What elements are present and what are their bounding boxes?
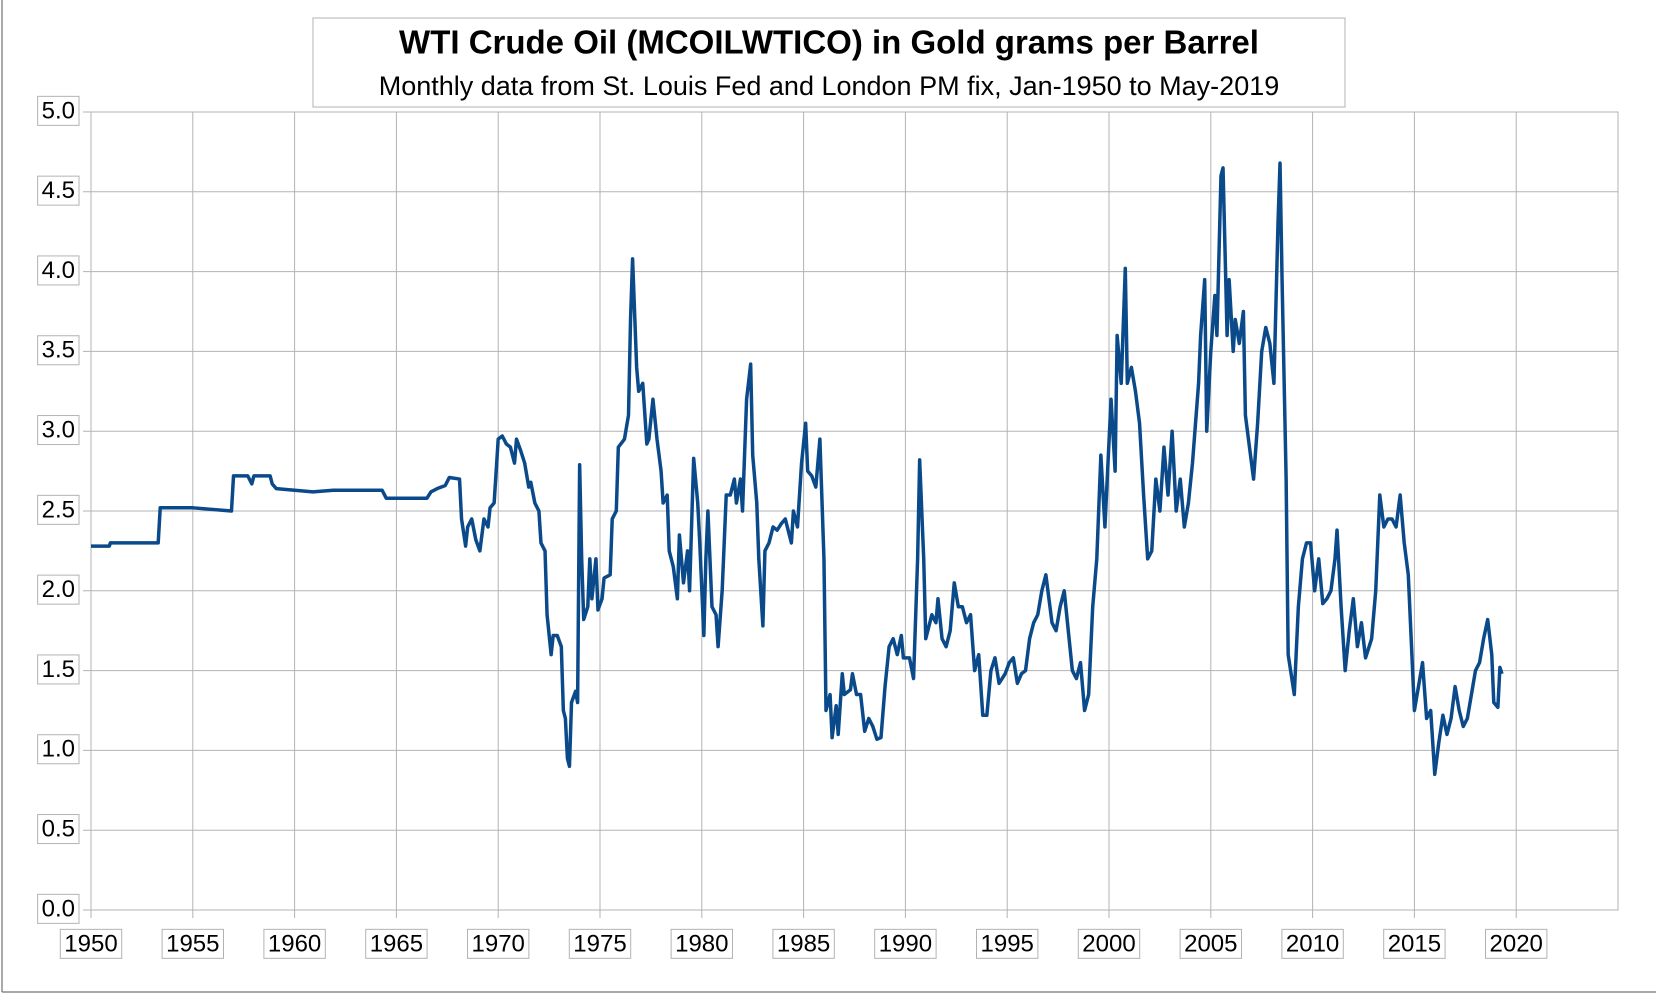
tick-label-box (670, 928, 733, 959)
x-tick-label: 2015 (1388, 930, 1441, 957)
tick-label-box (161, 928, 224, 959)
x-tick-label: 1995 (981, 930, 1034, 957)
tick-label-box (263, 928, 326, 959)
y-tick-label: 1.5 (42, 656, 75, 683)
tick-label-box (976, 928, 1039, 959)
y-tick-label: 4.0 (42, 257, 75, 284)
x-tick-label: 2005 (1184, 930, 1237, 957)
grid-layer (83, 111, 1619, 918)
x-tick-label: 1985 (777, 930, 830, 957)
x-tick-label: 1980 (675, 930, 728, 957)
tick-label-box (37, 893, 80, 924)
tick-label-box (37, 95, 80, 126)
y-tick-label: 5.0 (42, 97, 75, 124)
y-tick-label: 2.5 (42, 496, 75, 523)
y-tick-label: 0.0 (42, 895, 75, 922)
tick-label-box (37, 814, 80, 845)
y-tick-label: 0.5 (42, 816, 75, 843)
tick-label-box (37, 654, 80, 685)
x-tick-label: 2000 (1082, 930, 1135, 957)
y-tick-label: 1.0 (42, 736, 75, 763)
tick-label-box (37, 734, 80, 765)
tick-label-box (1383, 928, 1446, 959)
x-tick-label: 1965 (370, 930, 423, 957)
x-tick-label: 1960 (268, 930, 321, 957)
label-layer: 0.0 0.5 1.0 1.5 2.0 2.5 3.0 3.5 4.0 4.5 5.0 1950 195… (37, 95, 1548, 959)
tick-label-box (37, 415, 80, 446)
x-tick-label: 1970 (472, 930, 525, 957)
x-tick-label: 2020 (1490, 930, 1543, 957)
tick-label-box (37, 255, 80, 286)
x-tick-label: 1955 (166, 930, 219, 957)
tick-label-box (37, 574, 80, 605)
y-tick-label: 3.5 (42, 337, 75, 364)
tick-label-box (772, 928, 835, 959)
x-tick-label: 1990 (879, 930, 932, 957)
tick-label-box (1485, 928, 1548, 959)
tick-label-box (365, 928, 428, 959)
x-tick-label: 1950 (64, 930, 117, 957)
title-box (312, 17, 1346, 108)
tick-label-box (37, 494, 80, 525)
tick-label-box (1179, 928, 1242, 959)
x-tick-label: 2010 (1286, 930, 1339, 957)
data-line (91, 161, 1504, 777)
y-tick-label: 3.0 (42, 417, 75, 444)
tick-label-box (874, 928, 937, 959)
tick-label-box (1077, 928, 1141, 959)
y-tick-label: 4.5 (42, 177, 75, 204)
tick-label-box (568, 928, 632, 959)
chart-title: WTI Crude Oil (MCOILWTICO) in Gold grams… (399, 24, 1259, 61)
chart-subtitle: Monthly data from St. Louis Fed and Lond… (379, 71, 1280, 101)
y-tick-label: 2.0 (42, 576, 75, 603)
tick-label-box (37, 335, 80, 366)
x-tick-label: 1975 (573, 930, 626, 957)
tick-label-box (37, 175, 80, 206)
tick-label-box (1281, 928, 1344, 959)
data-layer (91, 161, 1504, 777)
tick-label-box (59, 928, 123, 959)
tick-label-box (467, 928, 530, 959)
